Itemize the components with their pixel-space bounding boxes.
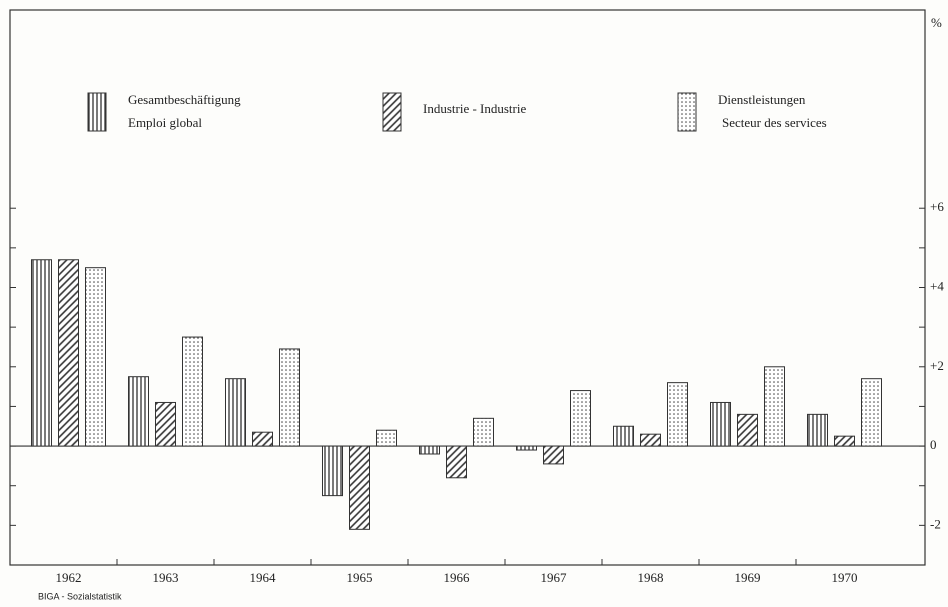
bar xyxy=(322,445,343,497)
legend-label: Secteur des services xyxy=(722,115,827,130)
bar xyxy=(861,378,882,447)
y-tick-label: -2 xyxy=(930,516,941,531)
legend-label: Industrie - Industrie xyxy=(423,101,526,116)
bar xyxy=(834,435,855,447)
x-tick-label: 1967 xyxy=(541,570,568,585)
bar xyxy=(85,267,106,447)
bar xyxy=(349,445,370,530)
bar xyxy=(58,259,79,447)
y-tick-label: +2 xyxy=(930,358,944,373)
x-tick-label: 1970 xyxy=(832,570,858,585)
bar xyxy=(737,413,758,447)
bar xyxy=(640,433,661,447)
bar xyxy=(667,382,688,447)
x-tick-label: 1962 xyxy=(56,570,82,585)
legend-swatch xyxy=(382,92,402,132)
x-tick-label: 1969 xyxy=(735,570,761,585)
y-tick-label: +6 xyxy=(930,199,944,214)
bar xyxy=(376,429,397,447)
bar xyxy=(182,336,203,447)
legend-label: Emploi global xyxy=(128,115,202,130)
bar xyxy=(419,445,440,455)
bar xyxy=(279,348,300,447)
bar xyxy=(473,417,494,447)
bar xyxy=(807,413,828,447)
x-tick-label: 1963 xyxy=(153,570,179,585)
y-tick-label: 0 xyxy=(930,437,937,452)
y-tick-label: +4 xyxy=(930,278,944,293)
bar xyxy=(710,401,731,447)
bar xyxy=(128,376,149,447)
x-tick-label: 1964 xyxy=(250,570,277,585)
legend-swatch xyxy=(87,92,107,132)
legend-label: Dienstleistungen xyxy=(718,92,806,107)
bar xyxy=(446,445,467,479)
unit-label: % xyxy=(931,15,942,30)
source-note: BIGA - Sozialstatistik xyxy=(38,591,122,601)
bar xyxy=(570,390,591,447)
bar xyxy=(155,401,176,447)
x-tick-label: 1965 xyxy=(347,570,373,585)
bar xyxy=(252,431,273,447)
bar xyxy=(764,366,785,447)
bar xyxy=(31,259,52,447)
bar xyxy=(543,445,564,465)
legend-swatch xyxy=(677,92,697,132)
bar xyxy=(225,378,246,447)
x-tick-label: 1968 xyxy=(638,570,664,585)
x-tick-label: 1966 xyxy=(444,570,471,585)
bar xyxy=(613,425,634,447)
bar xyxy=(516,445,537,451)
legend-label: Gesamtbeschäftigung xyxy=(128,92,241,107)
